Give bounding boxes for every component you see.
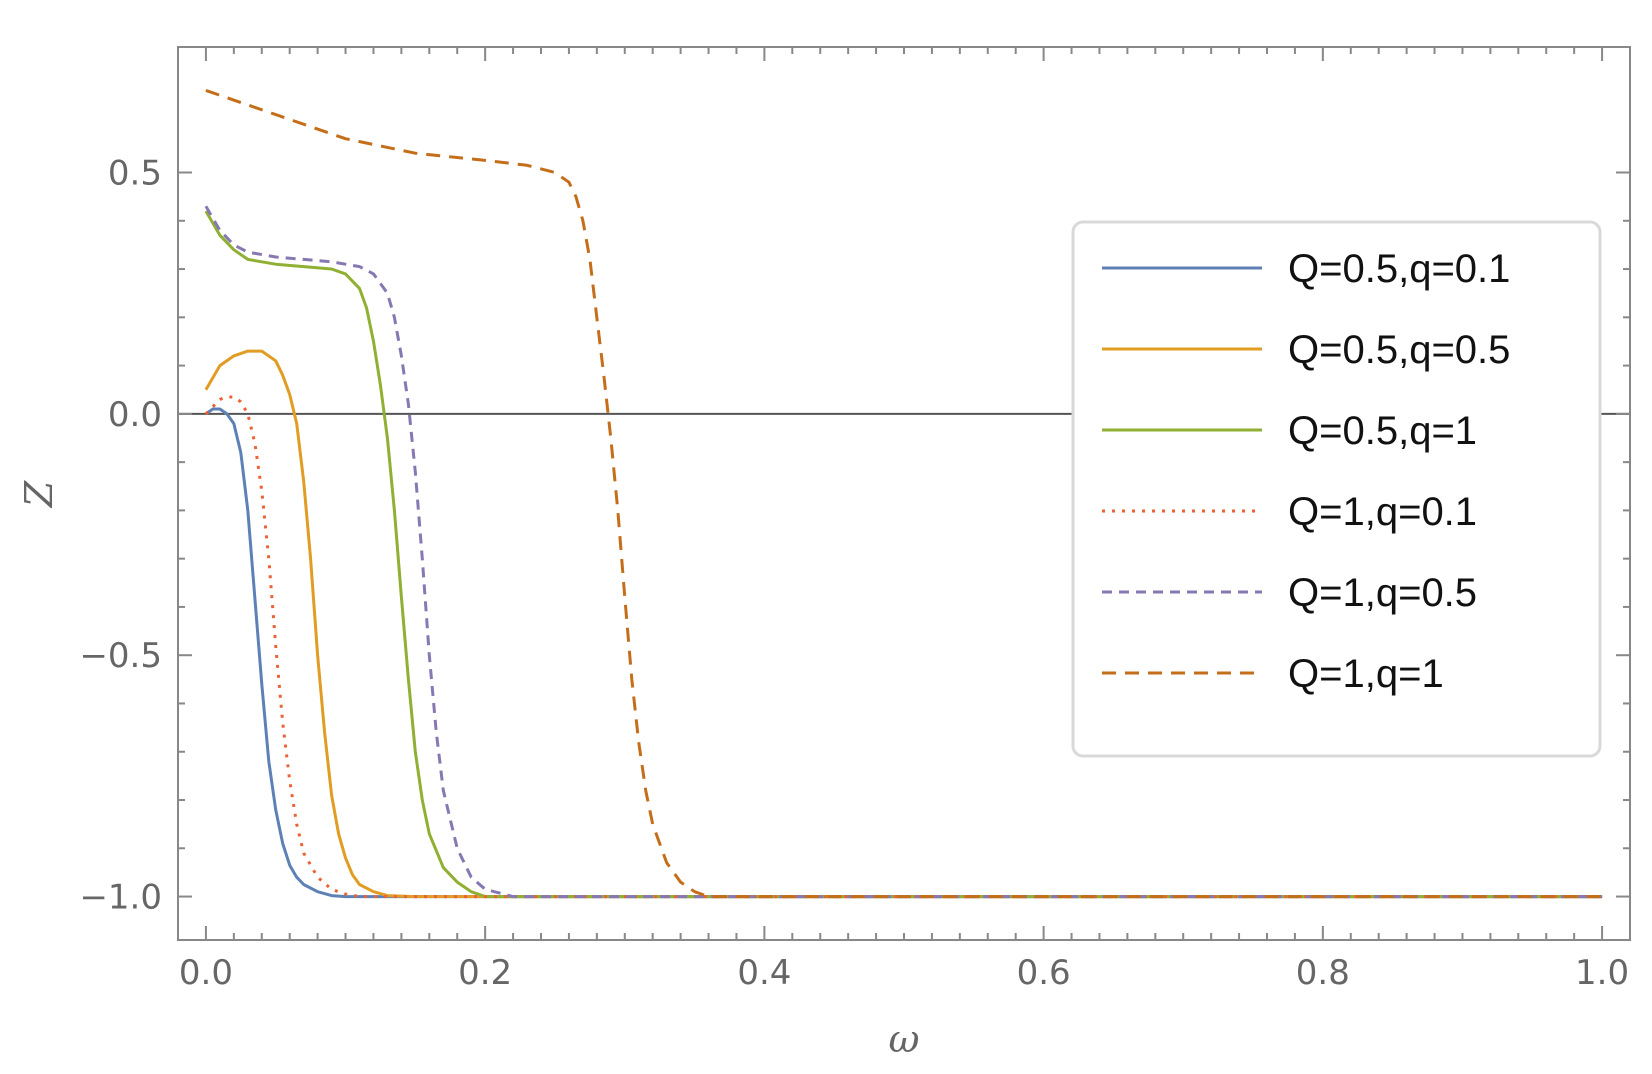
- legend-label-2: Q=0.5,q=0.5: [1288, 328, 1510, 372]
- x-axis-title: ω: [889, 1017, 920, 1061]
- x-tick-label: 0.6: [1017, 953, 1071, 993]
- legend-label-3: Q=0.5,q=1: [1288, 409, 1477, 453]
- y-tick-label: −0.5: [79, 636, 162, 676]
- legend-label-4: Q=1,q=0.1: [1288, 490, 1477, 534]
- tick-marks: [178, 47, 1630, 940]
- series-layer: [204, 88, 1603, 899]
- y-axis-title: Z: [17, 480, 61, 508]
- series-line-2: [204, 349, 1603, 899]
- y-tick-label: 0.0: [108, 395, 162, 435]
- series-line-3: [204, 210, 1603, 899]
- series-line-1: [205, 407, 1603, 899]
- x-tick-label: 0.4: [737, 953, 791, 993]
- legend-box: [1071, 220, 1602, 758]
- series-line-6: [205, 88, 1603, 899]
- tick-labels: 0.0 0.2 0.4 0.6 0.8 1.0 −1.0 −0.5 0.0 0.5: [79, 154, 1629, 993]
- x-tick-label: 0.2: [458, 953, 512, 993]
- y-tick-label: 0.5: [108, 154, 162, 194]
- x-tick-label: 1.0: [1575, 953, 1629, 993]
- legend-label-6: Q=1,q=1: [1288, 652, 1444, 696]
- x-tick-label: 0.0: [179, 953, 233, 993]
- series-line-5: [204, 205, 1603, 899]
- legend-label-1: Q=0.5,q=0.1: [1288, 247, 1510, 291]
- y-tick-label: −1.0: [79, 878, 162, 918]
- legend: Q=0.5,q=0.1 Q=0.5,q=0.5 Q=0.5,q=1 Q=1,q=0.1…: [1071, 220, 1602, 758]
- x-tick-label: 0.8: [1296, 953, 1350, 993]
- legend-label-5: Q=1,q=0.5: [1288, 571, 1477, 615]
